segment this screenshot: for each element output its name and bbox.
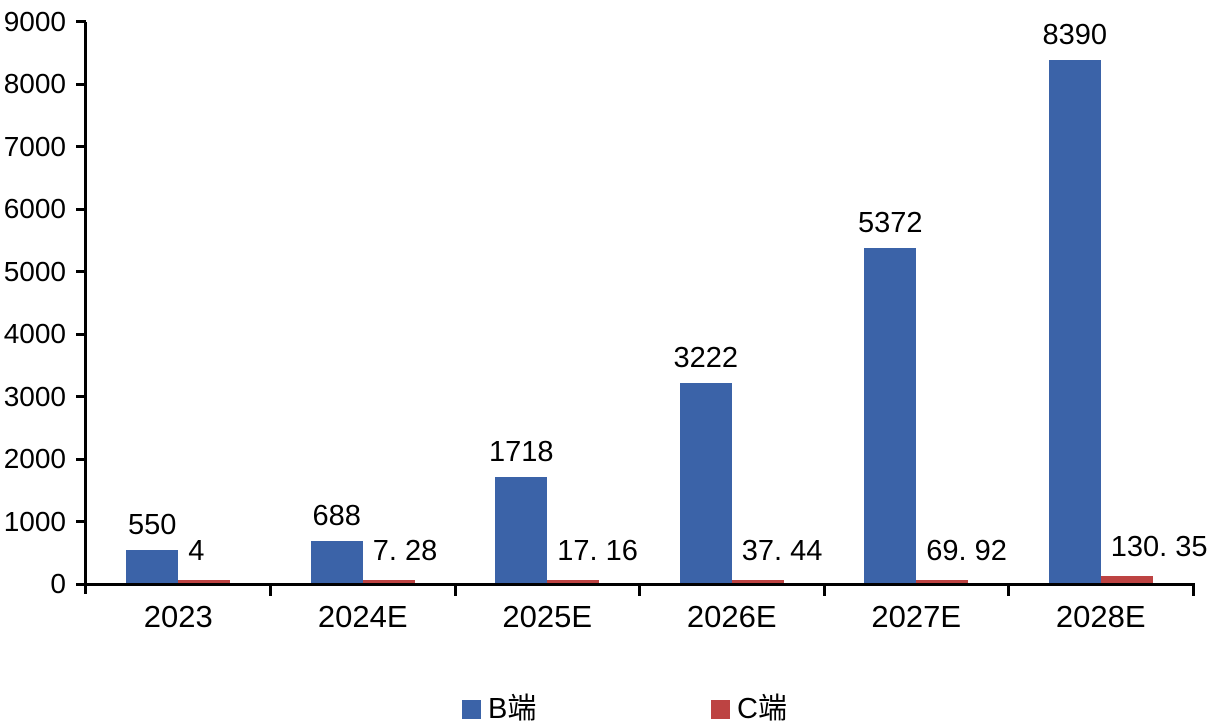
y-axis-line bbox=[84, 21, 87, 594]
value-label-b-2024E: 688 bbox=[312, 500, 361, 532]
y-axis-tick-mark bbox=[76, 582, 86, 586]
x-axis-label-2028E: 2028E bbox=[1055, 599, 1146, 634]
value-label-c-2024E: 7. 28 bbox=[372, 535, 438, 567]
x-axis-label-2023: 2023 bbox=[143, 599, 213, 634]
y-axis-tick-label: 2000 bbox=[3, 443, 66, 474]
value-label-c-2027E: 69. 92 bbox=[926, 534, 1007, 567]
legend-label-b: B端 bbox=[488, 693, 537, 725]
bar-b-2025E bbox=[495, 476, 548, 584]
value-label-b-2025E: 1718 bbox=[488, 435, 554, 468]
legend-swatch-b-icon bbox=[462, 699, 481, 719]
legend-item-b: B端 bbox=[462, 693, 536, 725]
x-axis-tick-mark bbox=[453, 583, 457, 596]
y-axis-tick-mark bbox=[76, 20, 86, 23]
bar-c-2023 bbox=[178, 580, 231, 584]
bar-b-2027E bbox=[864, 248, 917, 584]
x-axis-label-2024E: 2024E bbox=[317, 599, 408, 634]
x-axis-label-2025E: 2025E bbox=[502, 599, 593, 634]
legend-label-c: C端 bbox=[737, 693, 787, 725]
y-axis-tick-label: 8000 bbox=[3, 68, 66, 99]
x-axis-label-2027E: 2027E bbox=[871, 599, 962, 634]
y-axis-tick-label: 4000 bbox=[3, 318, 66, 349]
bar-b-2026E bbox=[679, 382, 732, 584]
legend-swatch-c-icon bbox=[711, 699, 730, 719]
y-axis-tick-mark bbox=[76, 207, 86, 211]
bar-b-2024E bbox=[310, 541, 363, 584]
y-axis-tick-mark bbox=[76, 145, 86, 148]
value-label-b-2023: 550 bbox=[128, 508, 177, 541]
y-axis-tick-label: 7000 bbox=[3, 130, 66, 162]
y-axis-tick-label: 1000 bbox=[3, 505, 66, 537]
y-axis-tick-mark bbox=[76, 82, 86, 86]
bar-c-2027E bbox=[916, 579, 969, 584]
bar-b-2023 bbox=[126, 549, 179, 584]
bar-c-2024E bbox=[362, 580, 415, 584]
value-label-b-2028E: 8390 bbox=[1042, 18, 1107, 51]
value-label-b-2027E: 5372 bbox=[857, 207, 923, 240]
value-label-c-2023: 4 bbox=[188, 535, 205, 567]
x-axis-tick-mark bbox=[1191, 583, 1195, 596]
bar-c-2025E bbox=[547, 580, 600, 584]
x-axis-tick-mark bbox=[638, 583, 641, 596]
y-axis-tick-mark bbox=[76, 395, 86, 398]
bar-b-2028E bbox=[1048, 59, 1101, 584]
y-axis-tick-mark bbox=[76, 270, 86, 273]
y-axis-tick-label: 6000 bbox=[3, 193, 66, 224]
x-axis-tick-mark bbox=[1007, 583, 1010, 596]
x-axis-tick-mark bbox=[269, 583, 272, 596]
y-axis-tick-label: 5000 bbox=[3, 255, 66, 287]
legend-item-c: C端 bbox=[711, 693, 787, 725]
y-axis-tick-mark bbox=[76, 332, 86, 336]
value-label-c-2025E: 17. 16 bbox=[557, 535, 638, 567]
y-axis-tick-mark bbox=[76, 520, 86, 523]
bar-c-2026E bbox=[731, 580, 784, 584]
value-label-c-2026E: 37. 44 bbox=[741, 535, 823, 567]
value-label-c-2028E: 130. 35 bbox=[1110, 530, 1208, 563]
y-axis-tick-label: 3000 bbox=[3, 380, 66, 412]
y-axis-tick-label: 9000 bbox=[3, 5, 66, 37]
x-axis-tick-mark bbox=[822, 583, 826, 596]
value-label-b-2026E: 3222 bbox=[673, 341, 738, 374]
x-axis-label-2026E: 2026E bbox=[686, 599, 777, 634]
y-axis-tick-label: 0 bbox=[50, 568, 66, 599]
bar-c-2028E bbox=[1100, 575, 1153, 584]
y-axis-tick-mark bbox=[76, 457, 86, 461]
